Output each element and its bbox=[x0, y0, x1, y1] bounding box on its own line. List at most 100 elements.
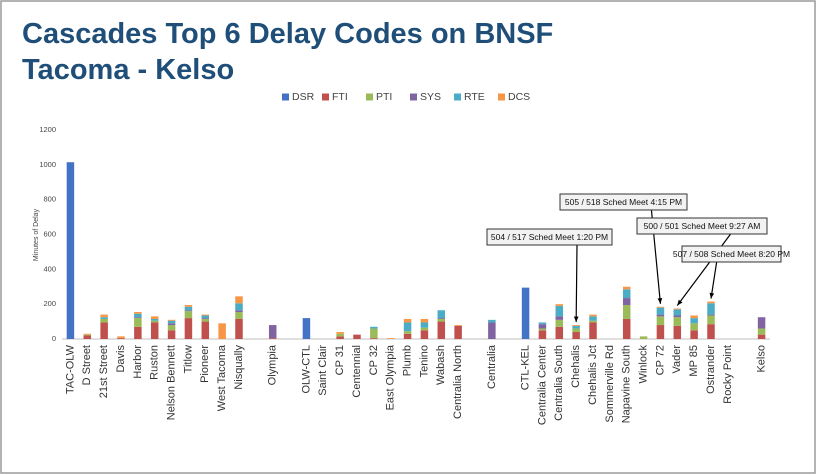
bar-segment bbox=[420, 330, 429, 339]
bar-segment bbox=[538, 322, 547, 325]
x-tick-label: OLW-CTL bbox=[300, 345, 312, 394]
callout-text: 504 / 517 Sched Meet 1:20 PM bbox=[491, 232, 608, 242]
bar-segment bbox=[690, 318, 698, 324]
bar-segment bbox=[656, 307, 665, 315]
bar-segment bbox=[134, 317, 142, 319]
y-tick-label: 1200 bbox=[39, 125, 56, 134]
legend-label: DCS bbox=[508, 91, 530, 103]
bar-segment bbox=[673, 325, 682, 339]
y-tick-label: 800 bbox=[43, 195, 56, 204]
bar-segment bbox=[656, 316, 665, 326]
bar-segment bbox=[353, 334, 361, 339]
chart-subtitle: Tacoma - Kelso bbox=[22, 54, 234, 86]
bar-segment bbox=[167, 320, 176, 324]
x-tick-label: Centralia Center bbox=[536, 345, 548, 425]
bar-segment bbox=[336, 336, 344, 339]
bar-segment bbox=[437, 321, 446, 339]
bar-segment bbox=[589, 322, 597, 339]
bar-segment bbox=[235, 303, 243, 311]
bar-segment bbox=[134, 318, 142, 327]
legend-label: RTE bbox=[464, 91, 485, 103]
bar-segment bbox=[235, 312, 243, 319]
callout-box bbox=[559, 193, 688, 211]
x-tick-label: Chehalis Jct bbox=[587, 345, 599, 405]
bar-segment bbox=[555, 316, 564, 320]
legend-label: PTI bbox=[376, 91, 392, 103]
bar-segment bbox=[572, 325, 580, 329]
bar-segment bbox=[117, 336, 125, 339]
bar-segment bbox=[673, 309, 682, 316]
bar-segment bbox=[235, 310, 243, 313]
callout-arrowhead bbox=[677, 299, 683, 306]
bar-segment bbox=[150, 320, 159, 323]
bar-segment bbox=[673, 315, 682, 318]
bar-segment bbox=[336, 332, 344, 334]
bar-segment bbox=[673, 317, 682, 326]
bar-segment bbox=[622, 289, 631, 299]
bar-segment bbox=[707, 303, 715, 315]
callout-arrowhead bbox=[657, 298, 663, 304]
callout-box bbox=[681, 245, 782, 263]
bar-segment bbox=[437, 318, 446, 322]
callout-arrow bbox=[575, 244, 578, 323]
bar-segment bbox=[83, 334, 92, 336]
bar-segment bbox=[201, 315, 210, 319]
x-tick-label: Winlock bbox=[637, 345, 649, 384]
bar-segment bbox=[555, 304, 564, 306]
callout-text: 507 / 508 Sched Meet 8:20 PM bbox=[673, 249, 790, 259]
bar-segment bbox=[370, 328, 378, 339]
bar-segment bbox=[690, 315, 698, 319]
bar-segment bbox=[420, 318, 429, 323]
x-tick-label: Centralia North bbox=[452, 345, 464, 419]
bar-segment bbox=[622, 318, 631, 339]
x-tick-label: Saint Clair bbox=[317, 345, 329, 396]
callout-text: 505 / 518 Sched Meet 4:15 PM bbox=[565, 197, 682, 207]
legend-label: FTI bbox=[332, 91, 348, 103]
x-tick-label: Nelson Bennett bbox=[165, 345, 177, 420]
bar-segment bbox=[589, 320, 597, 323]
bar-segment bbox=[707, 315, 715, 325]
bar-segment bbox=[622, 286, 631, 290]
bar-segment bbox=[757, 334, 766, 339]
bar-segment bbox=[201, 321, 210, 339]
bar-segment bbox=[572, 325, 580, 326]
y-tick-label: 400 bbox=[43, 264, 56, 273]
bar-segment bbox=[488, 319, 496, 323]
x-tick-label: 21st Street bbox=[98, 345, 110, 398]
x-tick-label: MP 85 bbox=[688, 345, 700, 377]
x-tick-label: D Street bbox=[81, 345, 93, 385]
bar-segment bbox=[167, 323, 176, 326]
bar-segment bbox=[184, 306, 193, 311]
bar-segment bbox=[707, 324, 715, 339]
y-tick-label: 600 bbox=[43, 229, 56, 238]
bar-segment bbox=[184, 318, 193, 339]
bar-segment bbox=[538, 330, 547, 339]
bar-segment bbox=[83, 333, 92, 335]
x-tick-label: Centralia South bbox=[553, 345, 565, 421]
bar-segment bbox=[134, 312, 142, 314]
bar-segment bbox=[589, 316, 597, 321]
bar-segment bbox=[555, 326, 564, 339]
callout-arrowhead bbox=[709, 292, 715, 299]
bar-segment bbox=[403, 331, 412, 334]
bar-segment bbox=[150, 322, 159, 339]
bar-segment bbox=[218, 323, 226, 339]
y-tick-label: 1000 bbox=[39, 160, 56, 169]
callout-arrow bbox=[710, 261, 718, 299]
callout-text: 500 / 501 Sched Meet 9:27 AM bbox=[644, 221, 761, 231]
bar-segment bbox=[673, 308, 682, 310]
bar-segment bbox=[336, 333, 344, 337]
bar-segment bbox=[201, 318, 210, 319]
x-tick-label: CP 31 bbox=[334, 345, 346, 375]
bar-segment bbox=[386, 338, 395, 339]
x-tick-label: CP 72 bbox=[654, 345, 666, 375]
bar-segment bbox=[134, 326, 142, 339]
bar-segment bbox=[184, 305, 193, 307]
bar-segment bbox=[235, 318, 243, 339]
x-tick-label: CP 32 bbox=[368, 345, 380, 375]
bar-segment bbox=[420, 322, 429, 328]
bar-segment bbox=[83, 335, 92, 339]
legend-swatch bbox=[454, 93, 461, 101]
bar-segment bbox=[100, 317, 108, 319]
x-tick-label: Kelso bbox=[755, 345, 767, 373]
